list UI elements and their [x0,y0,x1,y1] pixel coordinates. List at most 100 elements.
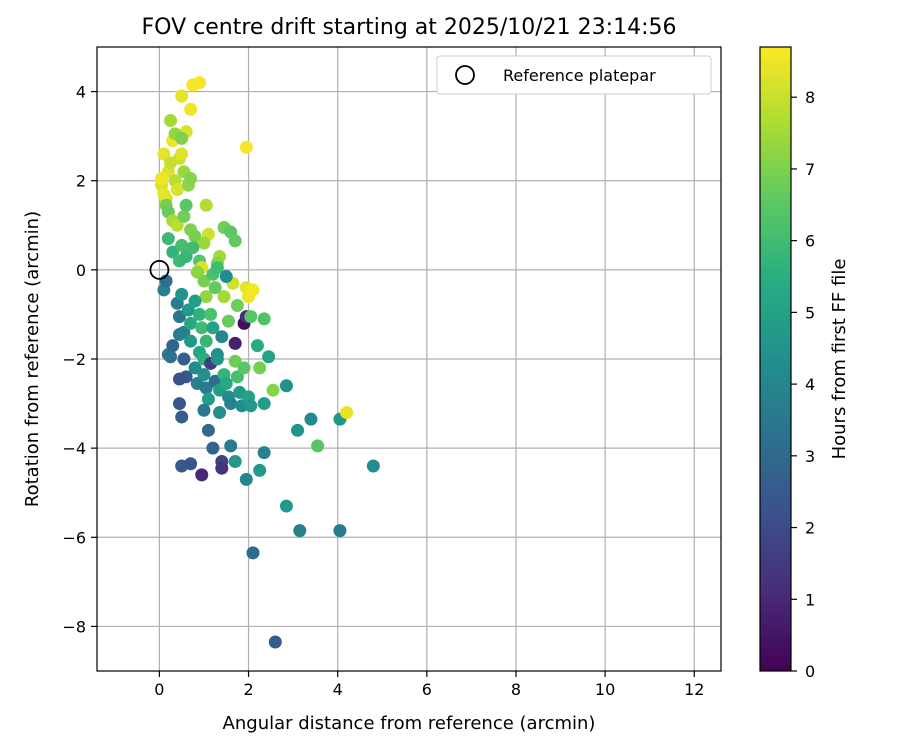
y-tick-label: −8 [62,617,86,636]
y-axis-ticks: −8 −6 −4 −2 0 2 4 [62,83,97,636]
data-point [175,287,189,301]
legend: Reference platepar [436,55,712,95]
data-point [217,290,231,304]
data-point [219,270,233,284]
data-point [257,446,271,460]
data-point [175,410,189,424]
data-point [224,439,238,453]
data-point [230,299,244,313]
colorbar-tick-label: 7 [805,160,815,179]
data-point [199,334,213,348]
data-point [246,546,260,560]
data-point [262,350,276,364]
data-point [170,183,184,197]
x-tick-label: 4 [333,680,343,699]
legend-marker [455,65,475,85]
data-point [166,339,180,353]
x-tick-label: 2 [243,680,253,699]
data-point [201,423,215,437]
data-point [266,383,280,397]
legend-box [436,55,712,95]
data-point [239,140,253,154]
data-point [219,377,233,391]
colorbar-tick-label: 6 [805,232,815,251]
data-point [184,334,198,348]
colorbar-tick-label: 2 [805,519,815,538]
data-point [279,499,293,513]
data-point [175,89,189,103]
data-point [186,241,200,255]
data-point [184,457,198,471]
x-tick-label: 6 [422,680,432,699]
y-tick-label: −2 [62,350,86,369]
data-point [197,403,211,417]
data-point [188,294,202,308]
x-axis-label: Angular distance from reference (arcmin) [223,713,596,734]
data-point [155,171,169,185]
x-tick-label: 10 [595,680,615,699]
data-point [204,307,218,321]
data-point [193,307,207,321]
data-point [184,102,198,116]
data-point [208,281,222,295]
data-point [257,397,271,411]
data-point [179,198,193,212]
colorbar-label: Hours from first FF file [829,259,850,460]
data-point [228,354,242,368]
gridlines [97,47,721,671]
data-point [279,379,293,393]
data-point [164,114,178,128]
data-point [230,370,244,384]
data-point [228,455,242,469]
data-point [206,441,220,455]
data-point [166,245,180,259]
data-point [197,368,211,382]
data-point [199,381,213,395]
data-point [164,350,178,364]
data-point [215,330,229,344]
data-point [172,327,186,341]
data-point [340,405,354,419]
data-point [304,412,318,426]
data-point [244,399,258,413]
y-tick-label: 2 [76,172,86,191]
data-point [257,312,271,326]
data-point [228,336,242,350]
data-point [237,361,251,375]
data-point [197,274,211,288]
x-axis-ticks: 0 2 4 6 8 10 12 [154,671,704,699]
colorbar: 0 1 2 3 4 5 6 7 8 Hours from first FF file [759,46,850,681]
y-tick-label: 4 [76,83,86,102]
data-point [157,187,171,201]
data-point [291,423,305,437]
data-point [197,236,211,250]
data-point [170,218,184,232]
data-point [172,310,186,324]
data-point [188,229,202,243]
data-point [175,238,189,252]
data-point [172,372,186,386]
colorbar-fill [760,47,791,671]
data-point [184,316,198,330]
y-tick-label: −6 [62,528,86,547]
colorbar-frame [759,46,792,672]
data-point [221,314,235,328]
data-point [250,339,264,353]
data-point [179,249,193,263]
data-point [293,524,307,538]
data-point [213,405,227,419]
colorbar-tick-label: 8 [805,88,815,107]
colorbar-tick-label: 4 [805,375,815,394]
data-point [199,198,213,212]
colorbar-ticks: 0 1 2 3 4 5 6 7 8 [791,88,815,681]
data-point [311,439,325,453]
data-point [175,131,189,145]
data-point [333,524,347,538]
data-point [224,397,238,411]
reference-point-marker [149,259,170,280]
data-point [239,472,253,486]
data-point [193,76,207,90]
data-point [195,321,209,335]
colorbar-tick-label: 0 [805,662,815,681]
